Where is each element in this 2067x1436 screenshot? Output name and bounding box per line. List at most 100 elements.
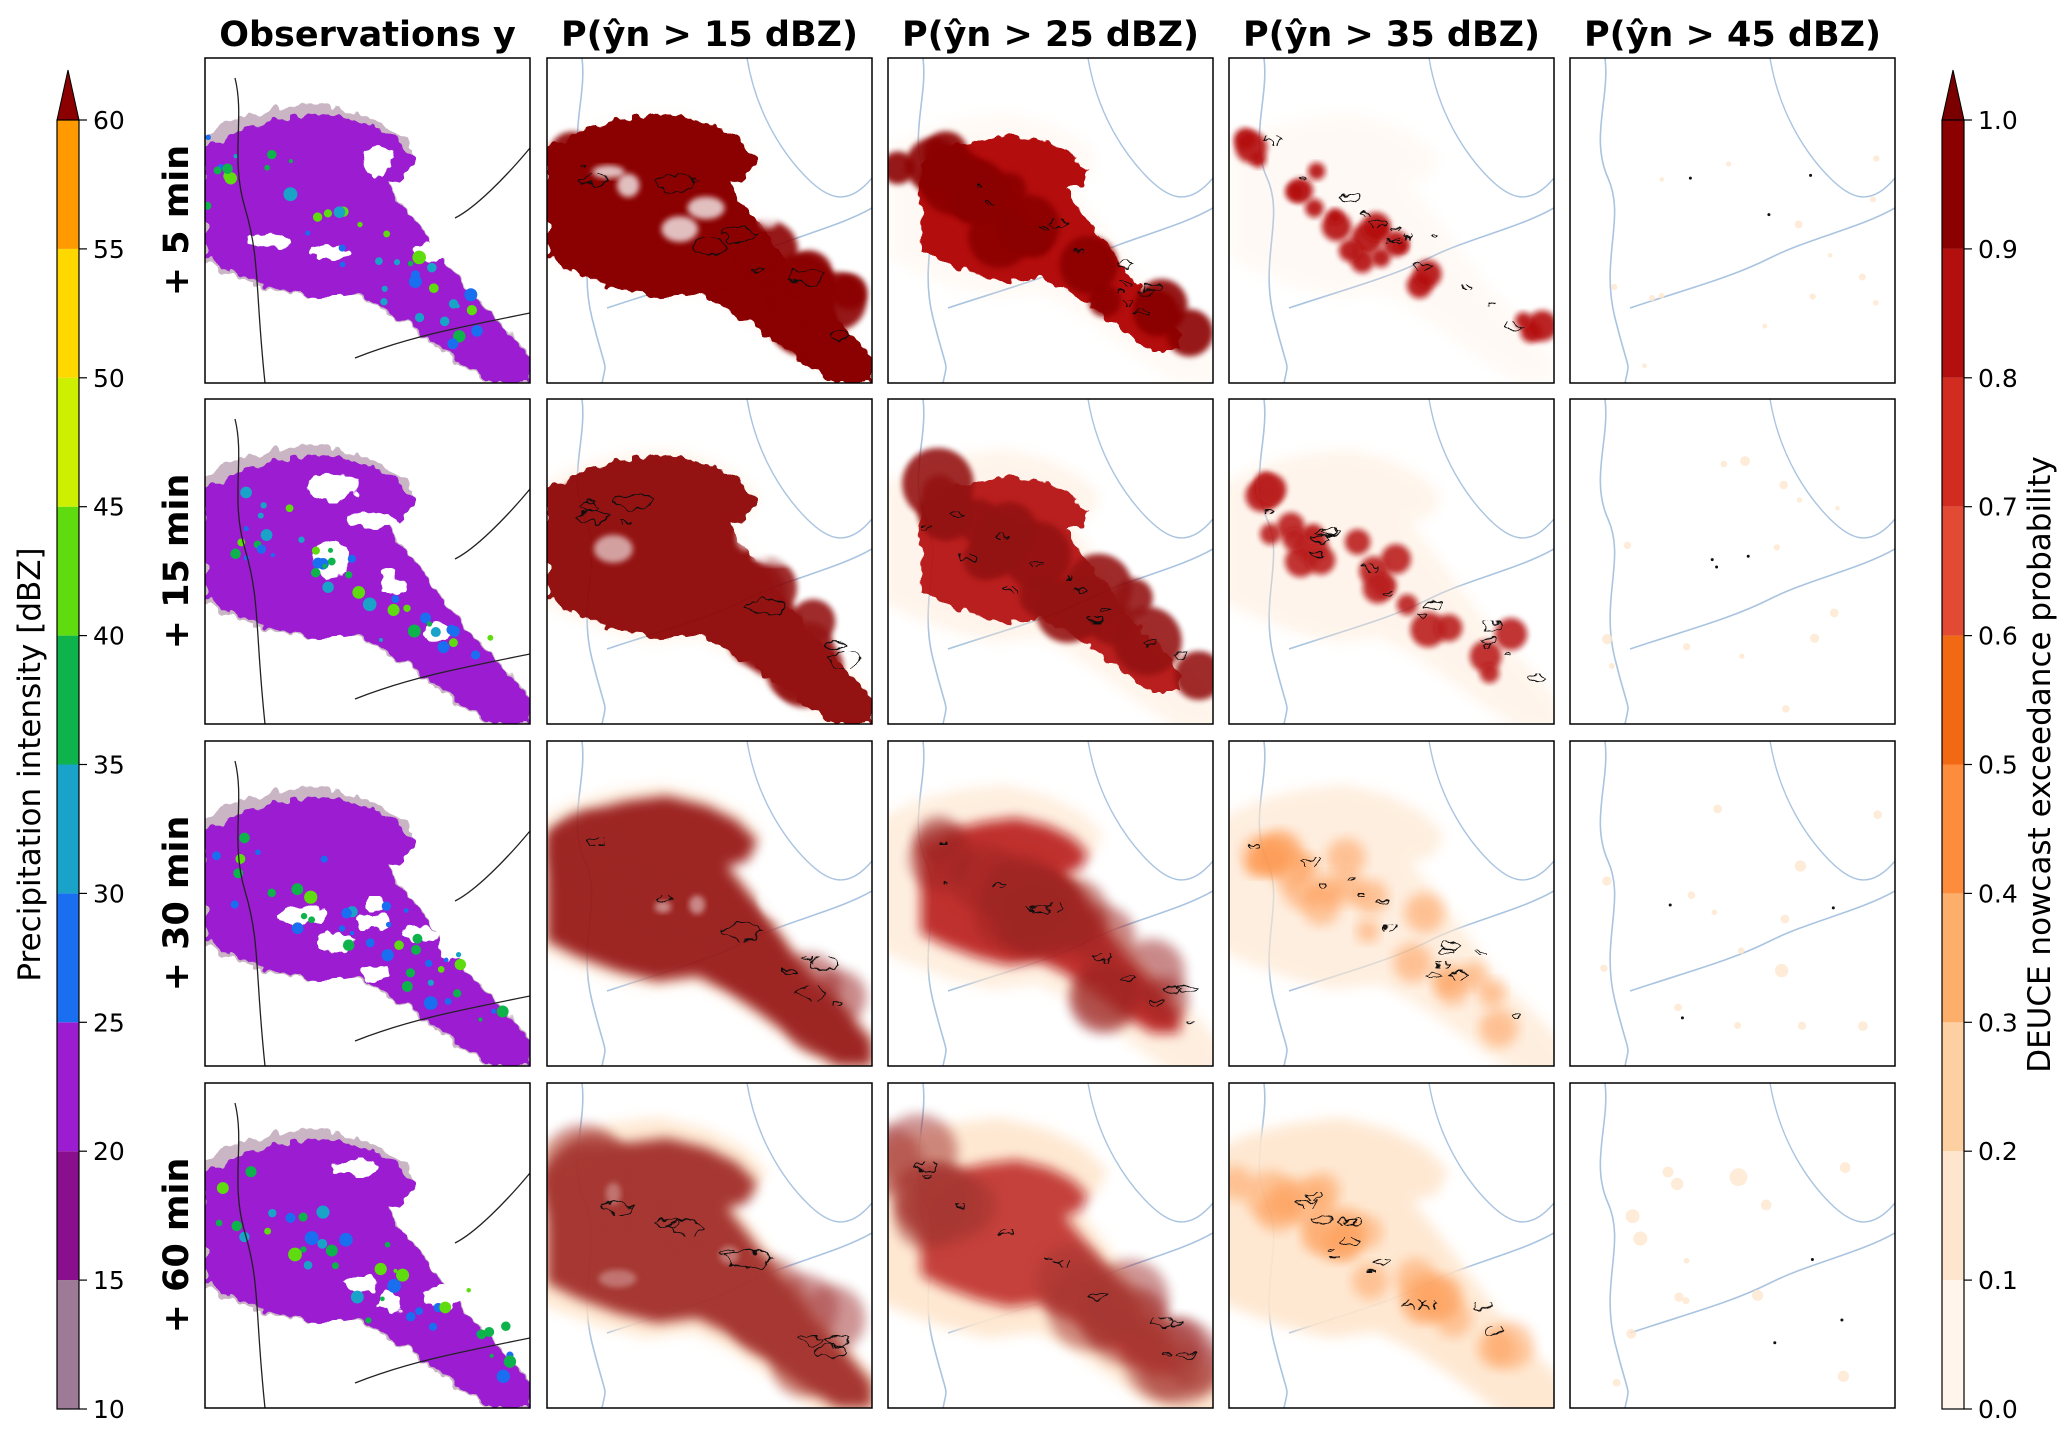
panel-r4-c5 bbox=[1569, 1082, 1896, 1409]
prob-blob bbox=[996, 900, 1053, 956]
intense-cell bbox=[448, 638, 458, 648]
prob-blob bbox=[1476, 1330, 1514, 1368]
contour bbox=[1487, 302, 1496, 307]
contour bbox=[815, 1343, 849, 1359]
coastline bbox=[1599, 741, 1629, 1066]
prob-speck bbox=[1611, 283, 1618, 291]
intense-cell bbox=[264, 164, 270, 171]
prob-speck bbox=[1674, 1003, 1682, 1012]
prob-speck bbox=[1797, 1021, 1807, 1030]
contour-dot bbox=[1773, 1341, 1777, 1345]
prob-speck bbox=[1683, 1257, 1690, 1264]
panel-frame bbox=[1569, 57, 1896, 384]
contour bbox=[1298, 176, 1308, 182]
prob-speck bbox=[1659, 177, 1665, 182]
prob-blob bbox=[902, 447, 974, 520]
contour bbox=[1087, 616, 1106, 625]
river bbox=[1428, 399, 1554, 539]
colorbar-tick-label: 0.6 bbox=[1978, 622, 2018, 651]
prob-blob bbox=[1305, 198, 1324, 218]
contour bbox=[1481, 621, 1504, 631]
prob-speck bbox=[1600, 964, 1608, 972]
prob-speck bbox=[1751, 1289, 1764, 1301]
contour bbox=[1358, 210, 1374, 217]
colorbar-tick-label: 0.8 bbox=[1978, 364, 2018, 393]
intense-cell bbox=[333, 206, 346, 218]
panel-frame bbox=[887, 57, 1214, 384]
intense-cell bbox=[197, 495, 203, 501]
panel-content bbox=[888, 58, 1213, 383]
prob-blob bbox=[1526, 310, 1554, 342]
panel-r4-c3 bbox=[887, 1082, 1214, 1409]
column-title-1: Observations y bbox=[219, 15, 516, 55]
prob-blob bbox=[888, 1126, 922, 1196]
panel-frame bbox=[204, 57, 531, 384]
prob-blob bbox=[1306, 545, 1336, 575]
contour bbox=[1328, 1256, 1341, 1262]
contour bbox=[1338, 1237, 1360, 1247]
prob-gap bbox=[654, 900, 672, 913]
contour bbox=[798, 956, 813, 963]
contour bbox=[1361, 564, 1381, 573]
intense-cell bbox=[349, 930, 355, 936]
prob-speck bbox=[1760, 1199, 1772, 1211]
colorbar-segment bbox=[57, 1022, 79, 1152]
prob-speck bbox=[1625, 1209, 1640, 1224]
contour bbox=[1115, 260, 1137, 270]
intense-cell bbox=[387, 603, 400, 616]
prob-blob bbox=[1255, 473, 1287, 505]
prob-field bbox=[888, 1114, 1213, 1405]
prob-speck bbox=[1809, 293, 1816, 300]
contour bbox=[601, 1200, 634, 1216]
prob-gap bbox=[759, 211, 779, 229]
intense-cell bbox=[444, 997, 452, 1005]
contour bbox=[1380, 591, 1392, 597]
colorbar-extend bbox=[56, 69, 80, 121]
panel-content bbox=[888, 399, 1213, 724]
intense-cell bbox=[233, 154, 238, 159]
panel-content bbox=[1570, 1083, 1895, 1408]
intense-cell bbox=[264, 1227, 272, 1235]
prob-speck bbox=[1633, 1231, 1648, 1246]
contour bbox=[822, 1335, 850, 1348]
contour bbox=[654, 895, 673, 904]
panel-content bbox=[547, 399, 872, 724]
colorbar-tick-label: 0.4 bbox=[1978, 879, 2018, 908]
colorbar-segment bbox=[1942, 1151, 1964, 1281]
contour bbox=[1133, 308, 1152, 317]
contour bbox=[1162, 984, 1184, 995]
prob-blob bbox=[967, 204, 1032, 269]
prob-speck bbox=[1794, 220, 1803, 229]
intense-cell bbox=[285, 1212, 296, 1223]
river bbox=[1629, 548, 1895, 650]
prob-blob bbox=[1435, 1300, 1472, 1338]
intense-cell bbox=[260, 502, 267, 509]
intense-cell bbox=[230, 548, 241, 560]
river bbox=[1629, 890, 1895, 992]
echo-gap bbox=[378, 1291, 402, 1313]
intense-cell bbox=[393, 1268, 398, 1273]
echo-gap bbox=[305, 473, 360, 501]
intense-cell bbox=[412, 250, 427, 265]
contour bbox=[1039, 226, 1050, 231]
intense-cell bbox=[385, 921, 392, 928]
intense-cell bbox=[256, 544, 267, 554]
panel-background bbox=[1570, 741, 1895, 1066]
river bbox=[1769, 58, 1895, 198]
intense-cell bbox=[381, 285, 388, 292]
intense-cell bbox=[212, 851, 221, 861]
contour bbox=[953, 1202, 968, 1210]
panel-frame bbox=[546, 1082, 873, 1409]
intense-cell bbox=[352, 585, 366, 599]
colorbar-tick-label: 0.2 bbox=[1978, 1137, 2018, 1166]
intense-cell bbox=[503, 1355, 517, 1368]
prob-blob bbox=[1356, 919, 1380, 943]
panel-r4-c4 bbox=[1228, 1082, 1555, 1409]
contour bbox=[824, 652, 862, 668]
contour bbox=[823, 640, 847, 651]
echo-gap bbox=[438, 927, 463, 961]
intense-cell bbox=[489, 1353, 494, 1358]
contour bbox=[1072, 248, 1084, 254]
panel-frame bbox=[887, 740, 1214, 1067]
intense-cell bbox=[224, 172, 237, 185]
